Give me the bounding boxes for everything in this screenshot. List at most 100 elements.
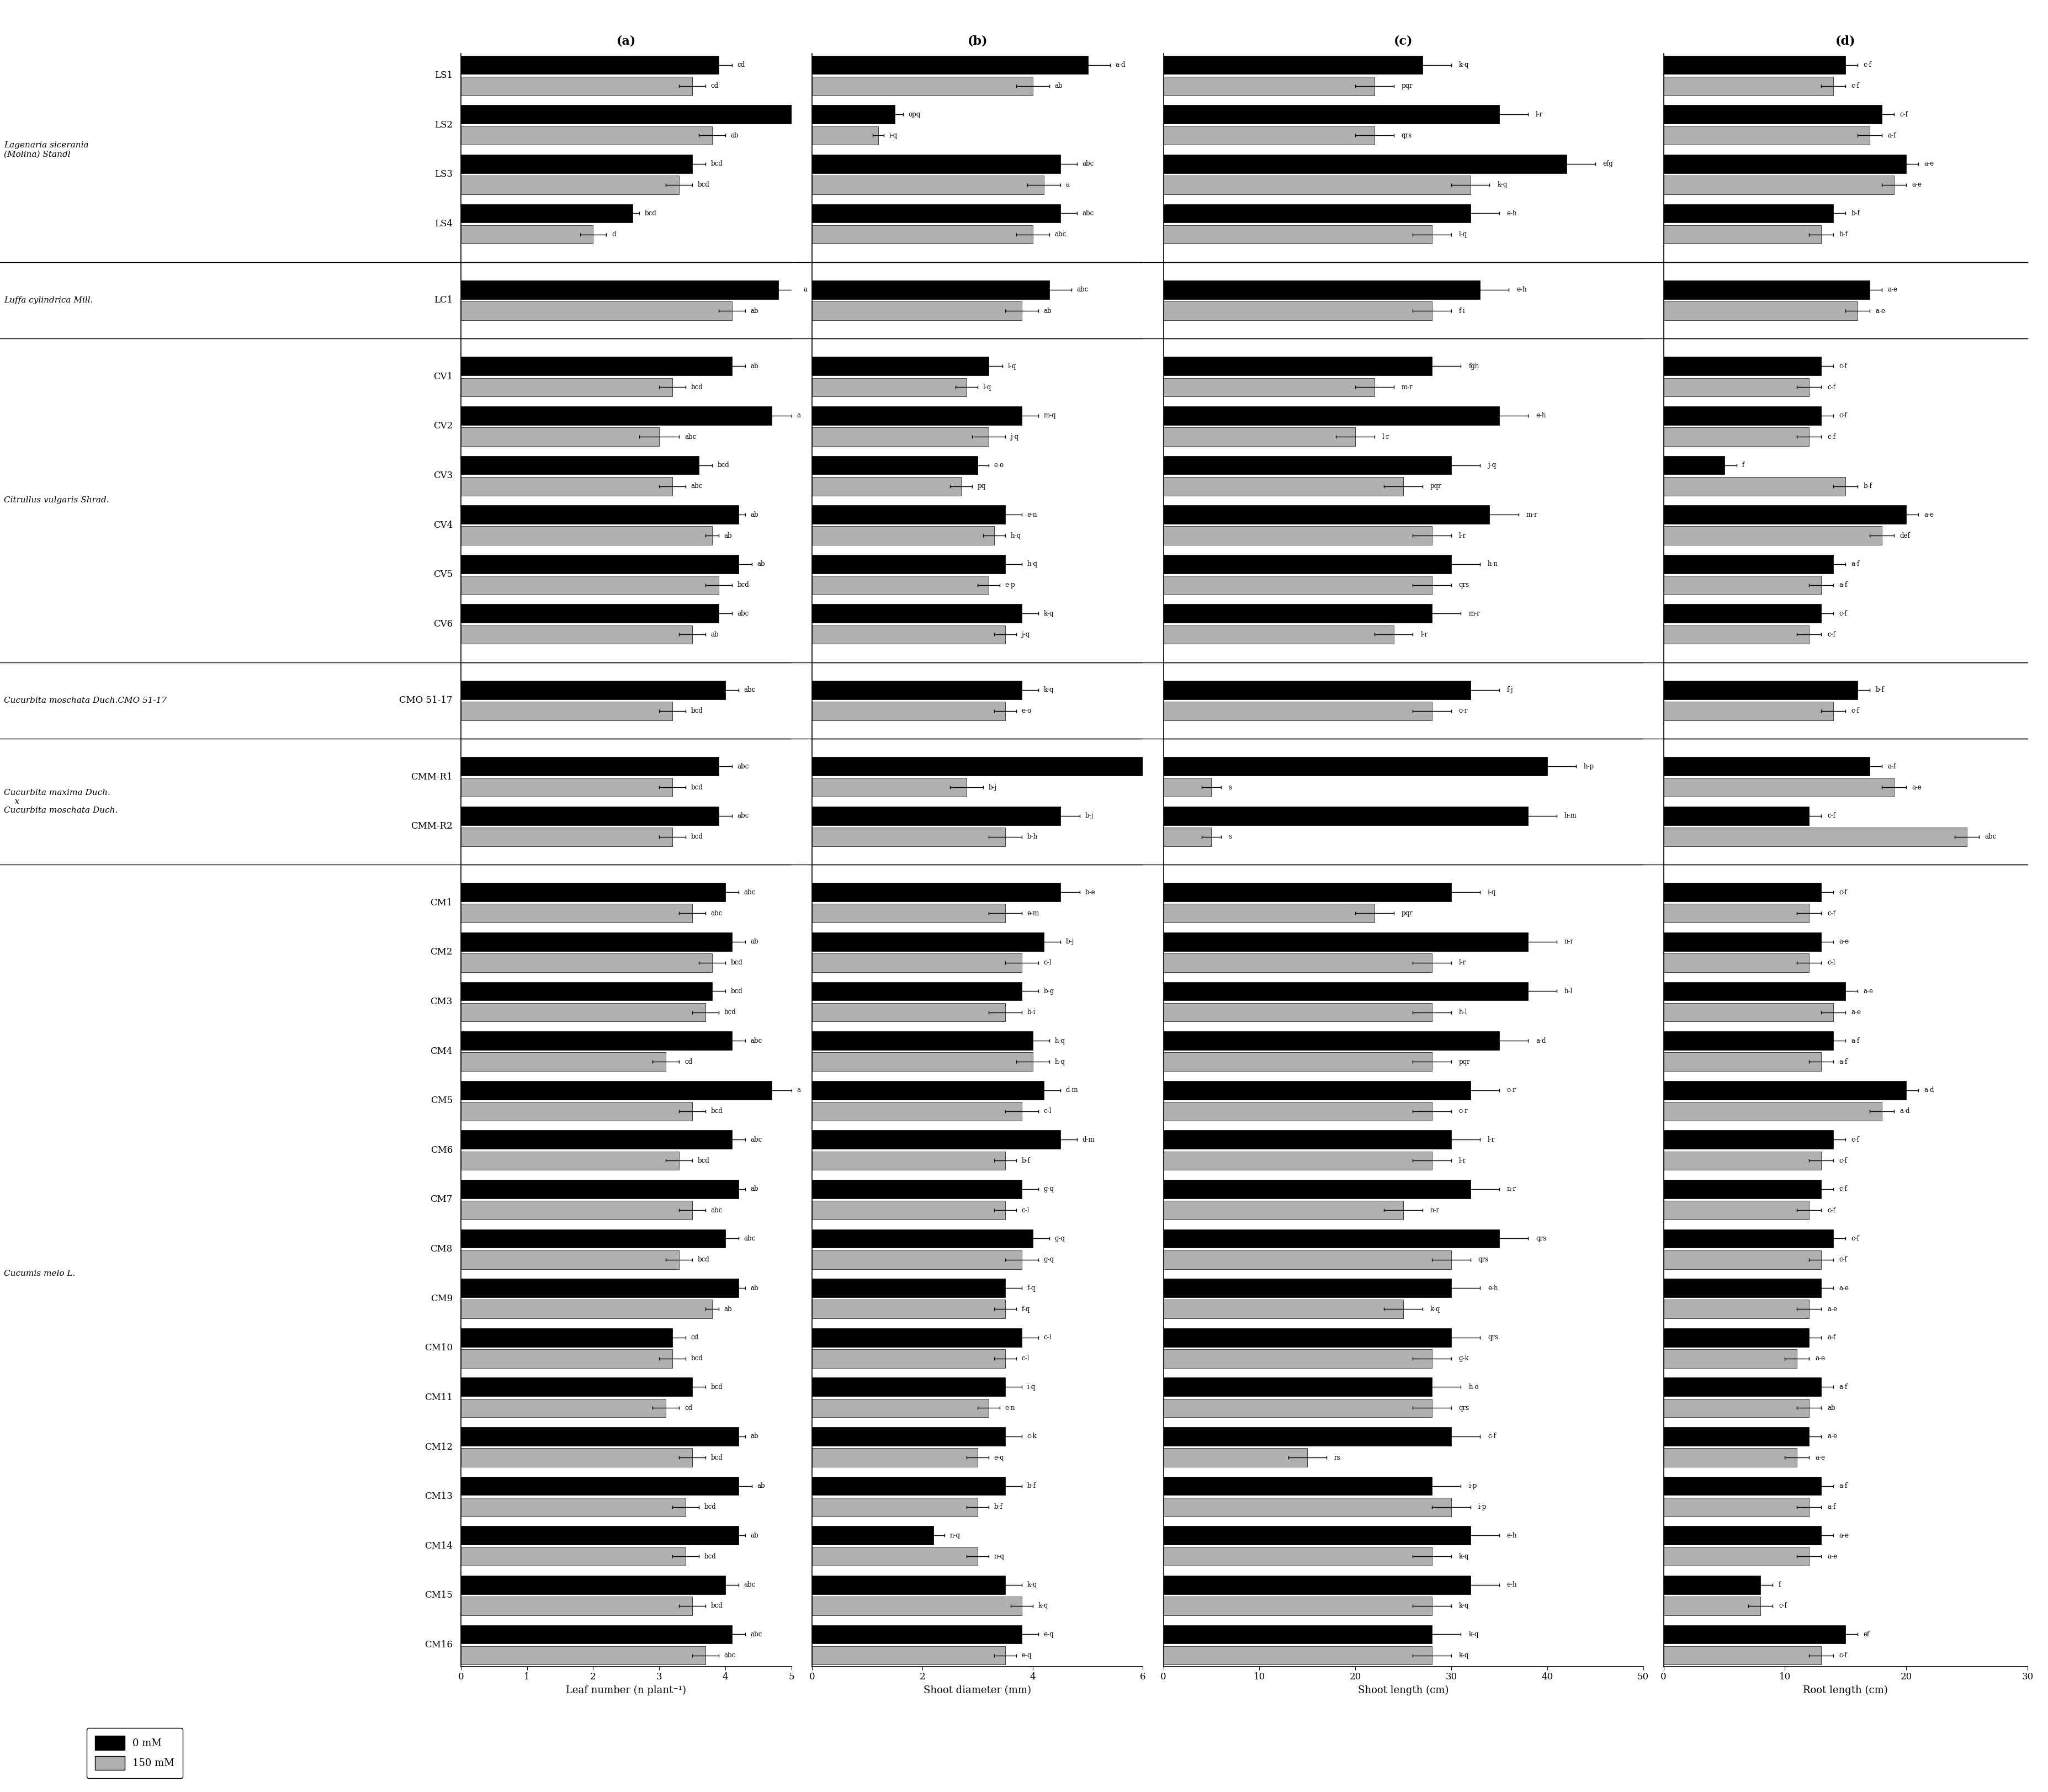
Bar (813, 1201, 1006, 1219)
Text: k-q: k-q (1458, 61, 1468, 68)
Bar (813, 982, 1022, 1000)
Bar (813, 1426, 1006, 1446)
Text: k-q: k-q (1468, 1631, 1479, 1638)
Bar (1663, 527, 1882, 545)
Text: ab: ab (725, 532, 733, 539)
Bar (1163, 1597, 1432, 1615)
Text: abc: abc (737, 812, 750, 819)
Text: g-q: g-q (1044, 1186, 1055, 1193)
Text: e-m: e-m (1026, 910, 1038, 918)
Bar (1663, 883, 1821, 901)
Text: ab: ab (752, 511, 758, 518)
Text: a-e: a-e (1888, 287, 1898, 294)
Text: ab: ab (1044, 306, 1051, 314)
Bar (1663, 1597, 1761, 1615)
Text: h-o: h-o (1468, 1383, 1479, 1391)
Bar (813, 176, 1044, 194)
Text: b-f: b-f (1839, 231, 1847, 238)
Bar (461, 154, 692, 174)
Text: c-l: c-l (1022, 1355, 1030, 1362)
Bar (461, 125, 713, 145)
Bar (1663, 1426, 1808, 1446)
Text: ab: ab (752, 306, 758, 314)
Bar (813, 953, 1022, 971)
Text: cd: cd (737, 61, 745, 68)
Text: a-f: a-f (1827, 1333, 1835, 1340)
Bar (813, 1527, 934, 1545)
Text: a: a (797, 1086, 801, 1093)
Bar (1663, 1004, 1833, 1021)
Bar (1663, 1152, 1821, 1170)
Bar (1163, 982, 1528, 1000)
Bar (1663, 1575, 1761, 1595)
Text: cd: cd (684, 1057, 692, 1064)
Text: Cucurbita maxima Duch.
    x
Cucurbita moschata Duch.: Cucurbita maxima Duch. x Cucurbita mosch… (4, 788, 119, 814)
Bar (1663, 1546, 1808, 1566)
Text: e-h: e-h (1507, 1581, 1518, 1588)
Text: a-f: a-f (1839, 1383, 1847, 1391)
Text: s: s (1229, 833, 1233, 840)
Text: abc: abc (752, 1631, 762, 1638)
Bar (813, 1448, 977, 1468)
Text: n-r: n-r (1565, 939, 1575, 946)
Text: CM8: CM8 (430, 1244, 453, 1254)
Text: m-r: m-r (1401, 383, 1413, 391)
Text: c-f: c-f (1839, 1158, 1847, 1165)
Text: e-h: e-h (1487, 1285, 1497, 1292)
Bar (1163, 625, 1395, 643)
Bar (461, 226, 594, 244)
Bar (1663, 1201, 1808, 1219)
Bar (1663, 1102, 1882, 1120)
Bar (1163, 378, 1374, 396)
Text: qrs: qrs (1458, 582, 1470, 590)
Text: c-f: c-f (1851, 82, 1860, 90)
Text: b-f: b-f (1851, 210, 1860, 217)
Bar (1163, 1328, 1452, 1348)
Text: abc: abc (737, 763, 750, 771)
Bar (813, 932, 1044, 952)
Bar (813, 1498, 977, 1516)
Text: a-f: a-f (1827, 1503, 1835, 1511)
Text: c-f: c-f (1839, 1186, 1847, 1193)
Bar (461, 56, 719, 73)
Bar (1163, 1647, 1432, 1665)
Text: (b): (b) (967, 36, 987, 47)
Bar (1163, 1625, 1432, 1643)
Bar (1163, 106, 1499, 124)
Bar (1663, 106, 1882, 124)
Bar (461, 477, 672, 495)
Text: n-r: n-r (1507, 1186, 1516, 1193)
Bar (813, 1279, 1006, 1297)
Text: e-q: e-q (1044, 1631, 1053, 1638)
Text: bcd: bcd (737, 582, 750, 590)
Bar (1163, 1152, 1432, 1170)
Text: h-q: h-q (1010, 532, 1020, 539)
Text: l-r: l-r (1487, 1136, 1495, 1143)
Text: e-h: e-h (1507, 1532, 1518, 1539)
Bar (461, 1102, 692, 1120)
Bar (461, 1625, 731, 1643)
Bar (461, 1378, 692, 1396)
Text: bcd: bcd (725, 1009, 735, 1016)
Text: b-h: b-h (1026, 833, 1038, 840)
Text: e-h: e-h (1516, 287, 1526, 294)
Bar (1663, 1625, 1845, 1643)
Bar (461, 1279, 739, 1297)
Text: d: d (612, 231, 616, 238)
Bar (461, 604, 719, 624)
Bar (1163, 1378, 1432, 1396)
Bar (1163, 1032, 1499, 1050)
Text: c-l: c-l (1022, 1206, 1030, 1213)
Bar (461, 1152, 680, 1170)
Text: k-q: k-q (1044, 686, 1053, 694)
Bar (1163, 204, 1470, 222)
Text: a-e: a-e (1925, 511, 1933, 518)
Text: l-q: l-q (1008, 362, 1016, 369)
Bar (813, 477, 961, 495)
Text: CV6: CV6 (434, 620, 453, 629)
Text: pqr: pqr (1458, 1057, 1470, 1064)
Bar (461, 1081, 772, 1100)
Bar (1163, 505, 1489, 523)
Bar (1163, 1131, 1452, 1149)
Text: ab: ab (752, 1186, 758, 1193)
